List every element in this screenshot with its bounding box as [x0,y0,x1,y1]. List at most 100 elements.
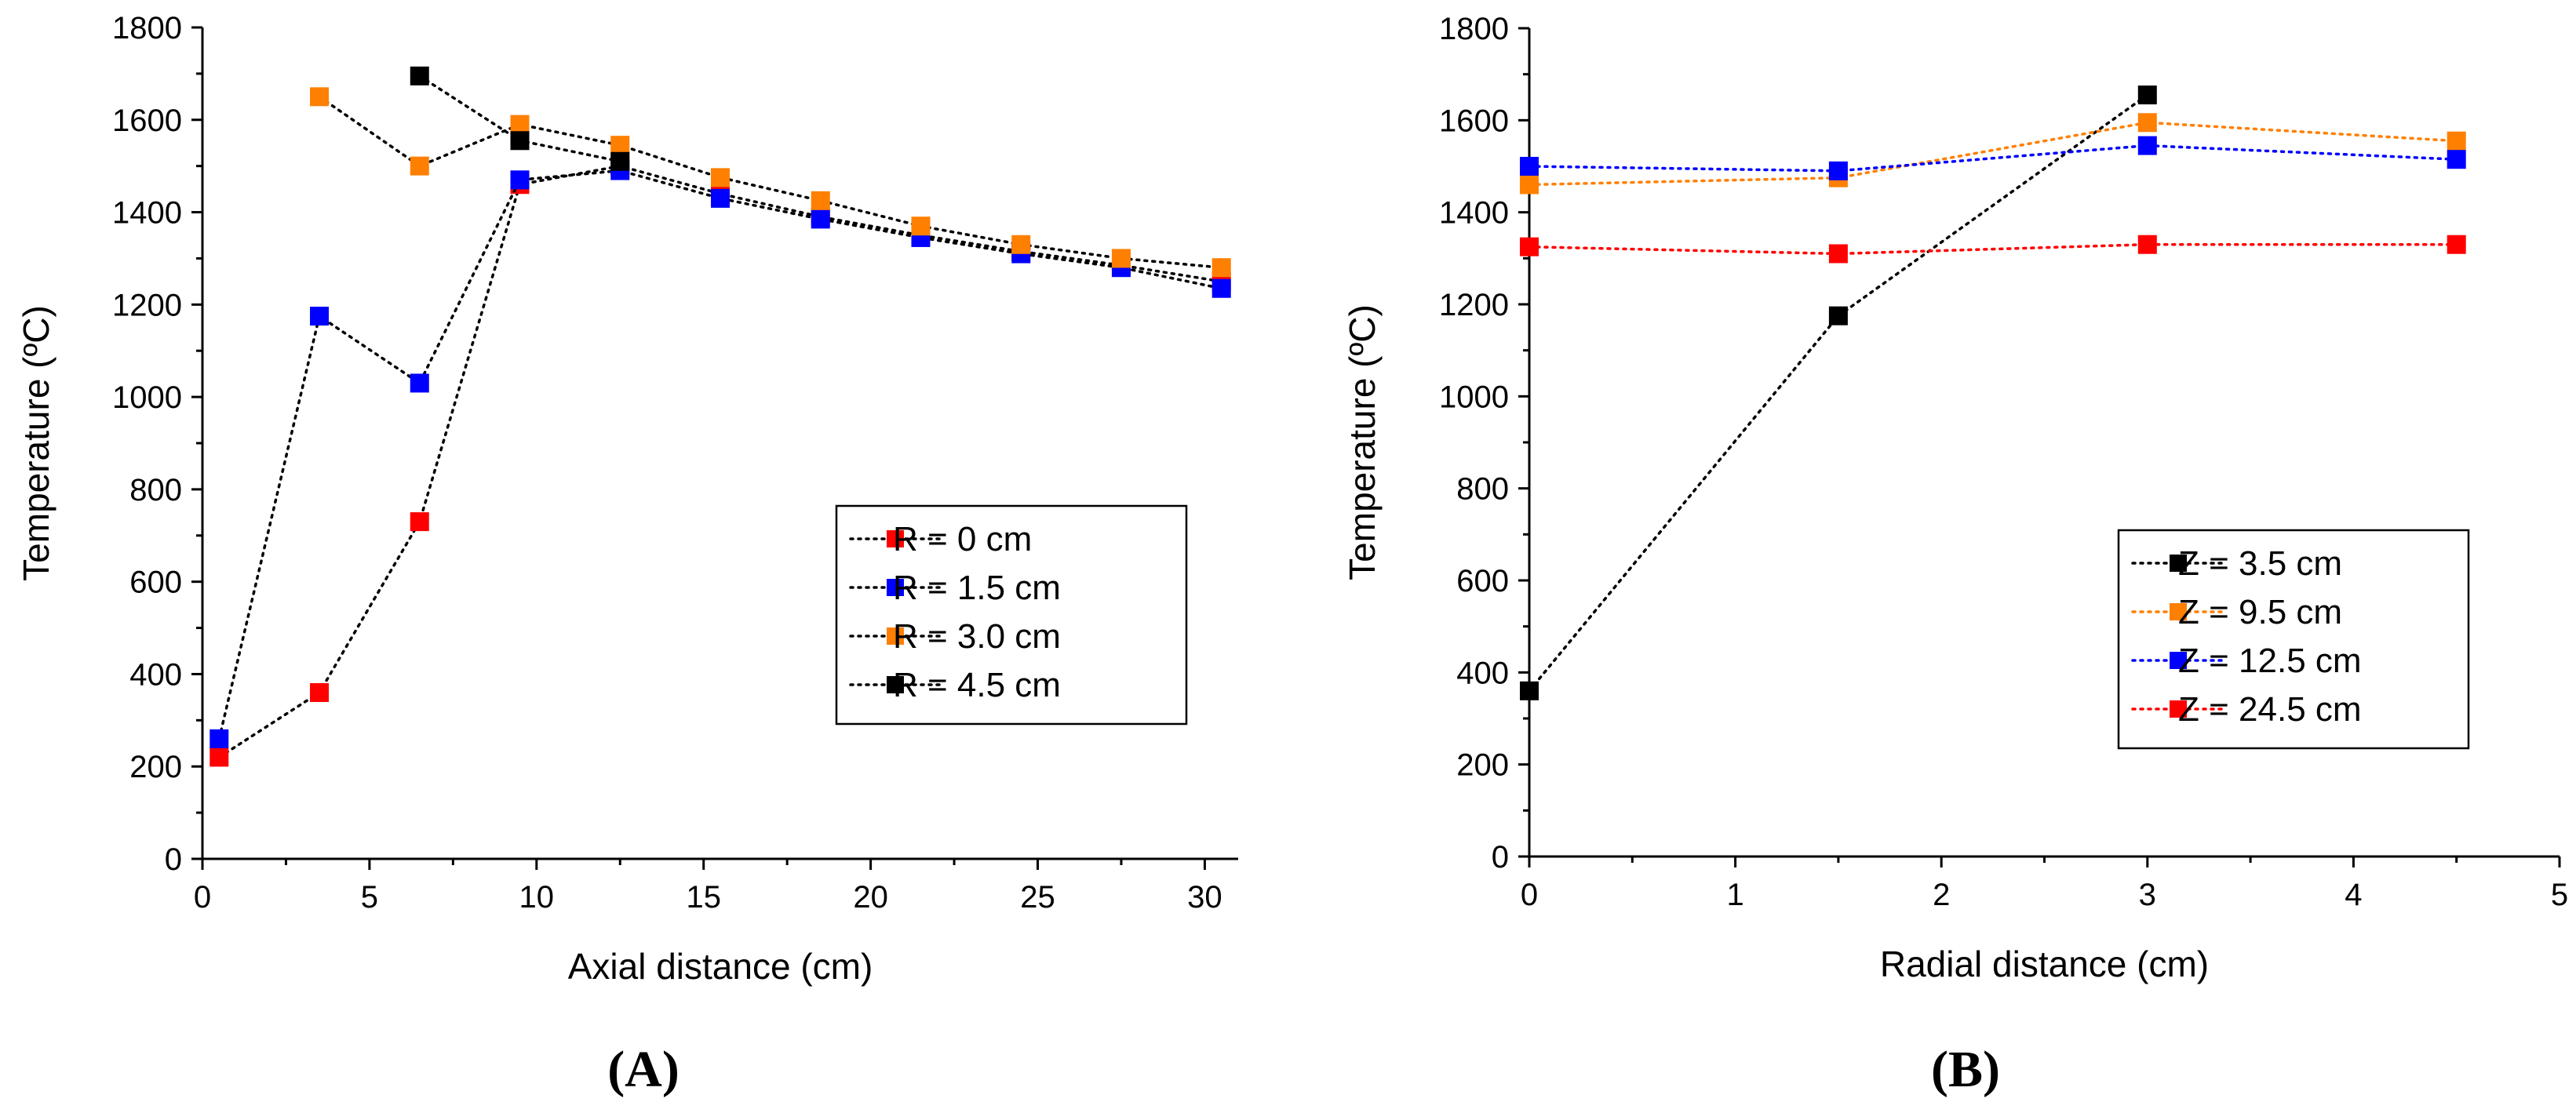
y-tick-label: 1200 [1439,288,1509,322]
y-axis-title: Temperature (ºC) [1342,304,1383,580]
series-3 [1520,235,2466,264]
data-point [1520,237,1539,256]
data-point [610,151,630,171]
x-tick-label: 5 [361,880,378,915]
data-point [1828,244,1848,264]
data-point [2137,113,2157,133]
data-point [811,191,830,210]
y-tick-label: 1400 [112,196,182,231]
series-2 [1520,136,2466,180]
x-tick-label: 0 [1521,878,1538,912]
y-tick-label: 400 [1456,656,1509,690]
data-point [1828,161,1848,180]
chart-b: 0 200 400 600 800 1000 1200 1400 1600 1800 0 1 2 3 4 5 R… [1342,12,2568,1098]
y-tick-label: 1000 [1439,380,1509,414]
series-3 [410,66,630,171]
legend-marker [887,530,904,547]
legend-label: Z = 24.5 cm [2178,690,2362,729]
legend-label: R = 0 cm [893,520,1032,558]
data-point [1011,235,1031,254]
x-tick-label: 25 [1020,880,1055,915]
data-point [310,307,330,326]
series-1 [210,161,1231,748]
x-tick-label: 2 [1933,878,1950,912]
x-tick-label: 1 [1726,878,1743,912]
data-point [1520,681,1539,700]
data-point [510,131,530,151]
y-tick-label: 400 [129,657,182,692]
panel-label: (B) [1931,1041,2000,1098]
x-axis-title: Radial distance (cm) [1880,944,2209,984]
y-tick-label: 800 [1456,472,1509,507]
legend-label: Z = 3.5 cm [2178,544,2342,583]
legend-marker [2170,603,2187,620]
series-2 [310,87,1231,278]
data-point [911,216,931,236]
data-point [510,170,530,190]
legend-marker [2170,700,2187,718]
series-line [217,169,1223,740]
data-point [2137,235,2157,254]
y-tick-label: 200 [129,750,182,784]
data-point [711,188,730,208]
y-tick-label: 800 [129,473,182,507]
data-point [510,115,530,134]
legend: R = 0 cm R = 1.5 cm R = 3.0 cm R = 4.5 cm [835,504,1188,726]
data-point [1828,306,1848,326]
y-tick-label: 1000 [112,380,182,415]
data-point [811,209,830,229]
data-point [2447,150,2466,169]
data-point [2137,136,2157,155]
y-tick-label: 1600 [1439,104,1509,138]
data-point [2447,131,2466,151]
data-point [2447,235,2466,254]
x-tick-label: 20 [853,880,888,915]
y-tick-label: 0 [165,842,182,877]
legend-marker [887,676,904,693]
data-point [610,136,630,155]
data-point [1520,157,1539,176]
data-point [1211,258,1231,278]
x-tick-label: 10 [519,880,555,915]
data-point [1111,249,1131,268]
legend-marker [2170,555,2187,572]
series-line [217,164,1223,759]
data-point [410,373,429,393]
legend-marker [887,579,904,596]
y-tick-label: 200 [1456,748,1509,783]
x-tick-label: 3 [2139,878,2156,912]
y-tick-label: 1600 [112,104,182,138]
data-point [310,683,330,702]
data-point [210,729,229,748]
series-line [1528,144,2458,173]
y-tick-label: 600 [1456,564,1509,598]
legend-label: R = 4.5 cm [893,666,1061,704]
data-point [410,66,429,85]
data-point [711,168,730,187]
series-line [1528,242,2458,256]
y-tick-label: 600 [129,566,182,600]
x-tick-label: 30 [1187,880,1222,915]
x-tick-label: 15 [686,880,721,915]
series-line [1528,121,2458,187]
legend-label: R = 3.0 cm [893,617,1061,656]
x-tick-label: 4 [2345,878,2362,912]
legend-marker [2170,652,2187,669]
data-point [310,87,330,107]
chart-a: 0 200 400 600 800 1000 1200 1400 1600 1800 0 5 10 15 2… [16,11,1238,1098]
data-point [410,156,429,176]
legend-label: Z = 9.5 cm [2178,593,2342,631]
legend-marker [887,627,904,645]
y-tick-label: 1800 [112,11,182,45]
y-tick-label: 1200 [112,288,182,322]
y-axis-title: Temperature (ºC) [16,305,56,581]
legend-label: R = 1.5 cm [893,569,1061,607]
legend: Z = 3.5 cm Z = 9.5 cm Z = 12.5 cm Z = 24.5 … [2117,529,2470,750]
y-tick-label: 0 [1492,840,1509,875]
x-tick-label: 0 [194,880,211,915]
series-0 [1520,85,2157,700]
x-axis-title: Axial distance (cm) [568,946,873,987]
panel-label: (A) [607,1041,680,1098]
x-tick-label: 5 [2551,878,2568,912]
